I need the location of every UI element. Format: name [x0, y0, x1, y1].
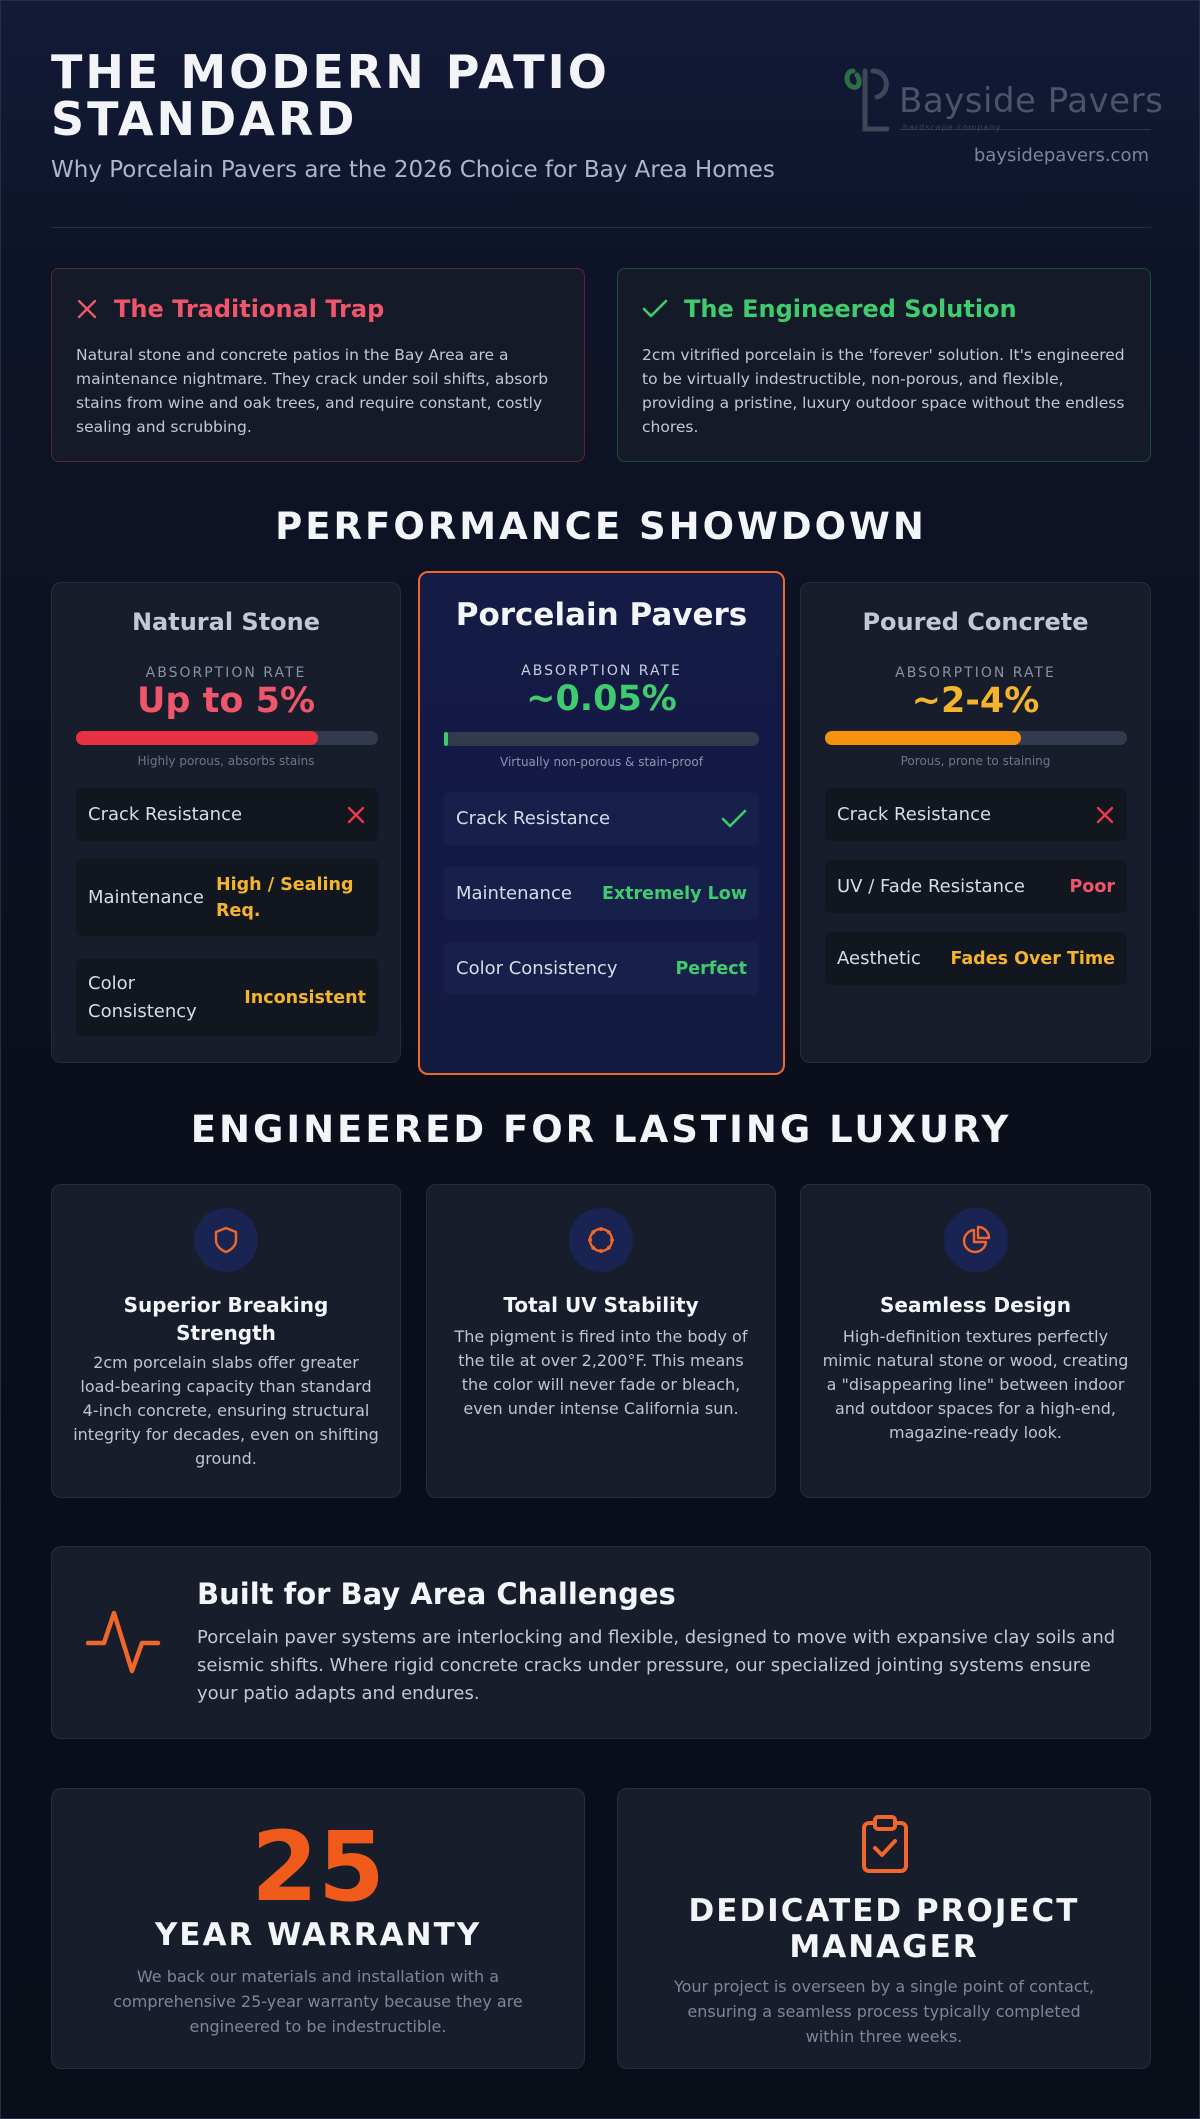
stone-absorption-fill — [76, 731, 318, 745]
porcelain-row-crack: Crack Resistance — [444, 792, 759, 845]
shield-icon — [214, 1226, 238, 1254]
bay-area-card: Built for Bay Area Challenges Porcelain … — [51, 1546, 1151, 1739]
warranty-number: 25 — [251, 1811, 385, 1923]
feature-title: Superior Breaking Strength — [123, 1293, 329, 1345]
stone-rate-label: ABSORPTION RATE — [145, 665, 307, 681]
porcelain-note: Virtually non-porous & stain-proof — [500, 755, 703, 769]
porcelain-rate-label: ABSORPTION RATE — [521, 663, 682, 679]
concrete-rate: ~2-4% — [911, 681, 1040, 721]
feature-title: Seamless Design — [880, 1293, 1071, 1317]
brand-logo[interactable]: Bayside Pavers hardscape company — [843, 63, 1163, 139]
concrete-row-aesthetic: Aesthetic Fades Over Time — [825, 932, 1127, 985]
stone-absorption-bar — [76, 731, 378, 745]
trap-text: Natural stone and concrete patios in the… — [76, 346, 549, 436]
engineered-solution-card: The Engineered Solution 2cm vitrified po… — [617, 268, 1151, 462]
porcelain-absorption-bar — [444, 732, 759, 746]
concrete-rate-label: ABSORPTION RATE — [895, 665, 1056, 681]
concrete-absorption-fill — [825, 731, 1022, 745]
bay-area-text: Porcelain paver systems are interlocking… — [197, 1627, 1116, 1704]
project-manager-card: DEDICATED PROJECT MANAGER Your project i… — [617, 1788, 1151, 2069]
feature-card-design: Seamless Design High-definition textures… — [800, 1184, 1151, 1498]
warranty-card: 25 YEAR WARRANTY We back our materials a… — [51, 1788, 585, 2069]
concrete-row-uv: UV / Fade Resistance Poor — [825, 860, 1127, 913]
stone-note: Highly porous, absorbs stains — [137, 754, 315, 768]
traditional-trap-card: The Traditional Trap Natural stone and c… — [51, 268, 585, 462]
leaf-logo-icon — [844, 68, 890, 132]
pie-chart-icon — [962, 1225, 990, 1254]
concrete-row-crack: Crack Resistance — [825, 788, 1127, 841]
poured-concrete-card: Poured Concrete ABSORPTION RATE ~2-4% Po… — [800, 582, 1151, 1063]
stone-row-crack: Crack Resistance — [76, 788, 378, 841]
project-manager-text: Your project is overseen by a single poi… — [673, 1977, 1095, 2046]
check-icon — [642, 299, 668, 318]
page-subtitle: Why Porcelain Pavers are the 2026 Choice… — [51, 157, 775, 183]
logo-rule — [899, 129, 1151, 130]
close-icon — [347, 806, 365, 823]
stone-name: Natural Stone — [131, 608, 321, 636]
project-manager-title: DEDICATED PROJECT MANAGER — [688, 1893, 1080, 1965]
trap-title: The Traditional Trap — [114, 295, 385, 323]
feature-text: The pigment is fired into the body of th… — [454, 1327, 748, 1418]
porcelain-rate: ~0.05% — [526, 679, 677, 719]
bay-area-title: Built for Bay Area Challenges — [197, 1577, 676, 1611]
website-link[interactable]: baysidepavers.com — [973, 145, 1149, 166]
feature-card-strength: Superior Breaking Strength 2cm porcelain… — [51, 1184, 401, 1498]
close-icon — [1096, 806, 1114, 823]
concrete-note: Porous, prone to staining — [900, 754, 1051, 768]
concrete-absorption-bar — [825, 731, 1127, 745]
concrete-name: Poured Concrete — [862, 608, 1089, 636]
logo-wordmark: Bayside Pavers — [899, 81, 1164, 121]
stone-row-color: Color Consistency Inconsistent — [76, 959, 378, 1036]
luxury-title: ENGINEERED FOR LASTING LUXURY — [190, 1108, 1012, 1151]
sun-icon — [588, 1227, 614, 1253]
showdown-title: PERFORMANCE SHOWDOWN — [275, 505, 927, 548]
stone-row-maintenance: Maintenance High / Sealing Req. — [76, 859, 378, 936]
natural-stone-card: Natural Stone ABSORPTION RATE Up to 5% H… — [51, 582, 401, 1063]
logo-tagline: hardscape company — [903, 123, 1002, 132]
warranty-text: We back our materials and installation w… — [113, 1967, 523, 2036]
solution-text: 2cm vitrified porcelain is the 'forever'… — [642, 346, 1125, 436]
page-title: THE MODERN PATIO STANDARD — [51, 45, 610, 146]
header-divider — [51, 227, 1151, 228]
check-icon — [721, 809, 747, 827]
close-icon — [77, 299, 97, 319]
feature-title: Total UV Stability — [503, 1293, 699, 1317]
stone-rate: Up to 5% — [136, 681, 316, 721]
feature-card-uv: Total UV Stability The pigment is fired … — [426, 1184, 776, 1498]
solution-title: The Engineered Solution — [684, 295, 1017, 323]
porcelain-row-color: Color Consistency Perfect — [444, 942, 759, 995]
porcelain-row-maintenance: Maintenance Extremely Low — [444, 867, 759, 920]
feature-text: 2cm porcelain slabs offer greater load-b… — [73, 1353, 379, 1468]
feature-text: High-definition textures perfectly mimic… — [822, 1327, 1129, 1442]
clipboard-check-icon — [862, 1815, 908, 1873]
warranty-title: YEAR WARRANTY — [154, 1917, 482, 1953]
porcelain-absorption-fill — [444, 732, 448, 746]
activity-icon — [86, 1610, 161, 1674]
porcelain-pavers-card: Porcelain Pavers ABSORPTION RATE ~0.05% … — [418, 571, 785, 1075]
porcelain-name: Porcelain Pavers — [455, 597, 748, 633]
